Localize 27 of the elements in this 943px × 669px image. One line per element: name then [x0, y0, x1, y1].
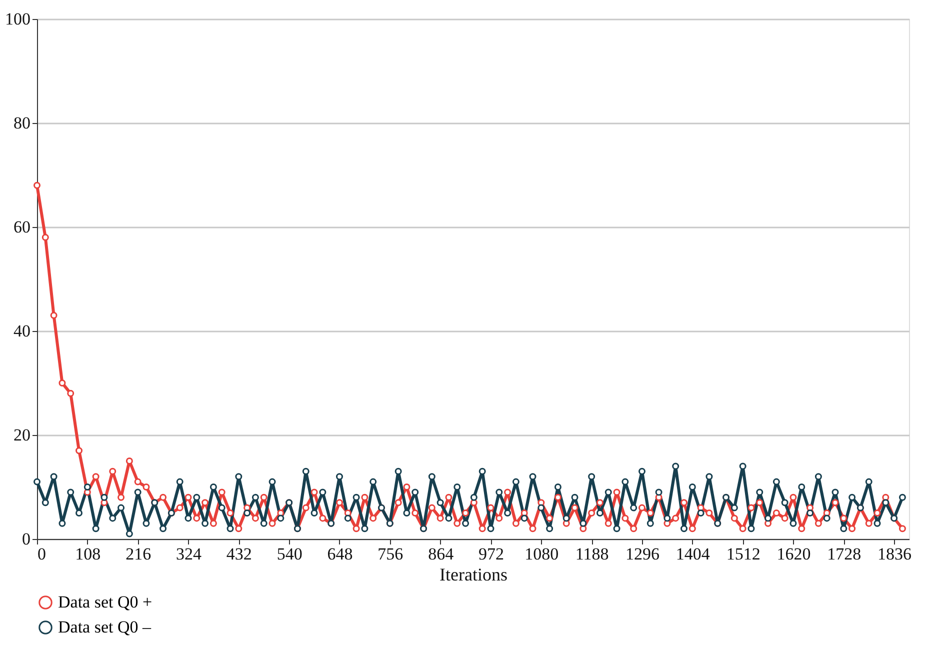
x-tick-label: 1296	[625, 544, 660, 564]
x-tick-label: 864	[428, 544, 454, 564]
x-tick-label: 1836	[878, 544, 912, 564]
y-tick-label: 60	[14, 218, 30, 236]
x-tick-label: 756	[378, 544, 404, 564]
x-tick-label: 108	[75, 544, 101, 564]
x-tick-label: 648	[327, 544, 353, 564]
y-tick-label: 20	[14, 426, 30, 444]
x-tick-label: 324	[176, 544, 202, 564]
y-tick-label: 100	[5, 10, 30, 28]
x-tick-label: 1188	[575, 544, 609, 564]
x-tick-label: 972	[478, 544, 504, 564]
x-tick-label: 540	[276, 544, 302, 564]
x-tick-label: 1404	[676, 544, 710, 564]
x-axis-title: Iterations	[440, 564, 508, 584]
y-tick-label: 0	[22, 530, 30, 548]
x-tick-label: 1620	[776, 544, 811, 564]
x-tick-label: 1080	[524, 544, 559, 564]
x-tick-label: 0	[38, 544, 46, 564]
y-tick-label: 80	[14, 114, 30, 132]
x-tick-label: 1728	[827, 544, 862, 564]
x-tick-label: 432	[226, 544, 252, 564]
legend-label: Data set Q0 +	[58, 592, 152, 612]
x-tick-label: 1512	[726, 544, 760, 564]
legend-label: Data set Q0 –	[58, 618, 152, 636]
x-tick-label: 216	[126, 544, 152, 564]
y-tick-label: 40	[14, 322, 30, 340]
